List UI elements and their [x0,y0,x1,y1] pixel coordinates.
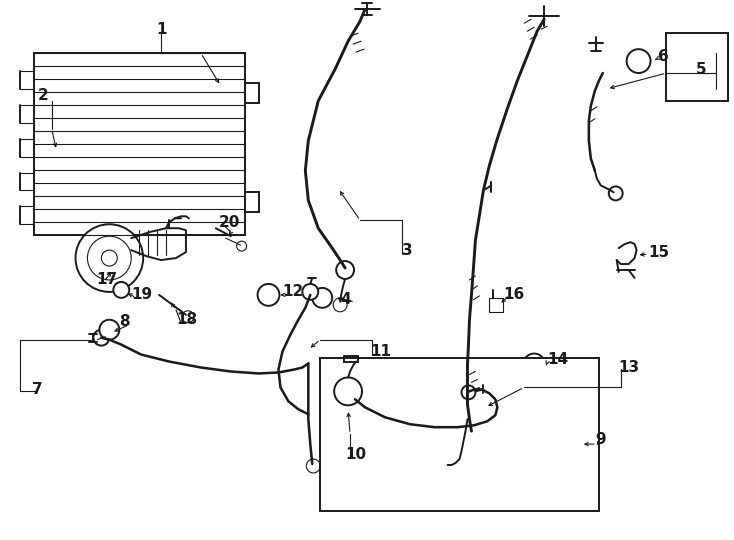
Circle shape [523,354,545,375]
Bar [34,53,244,235]
Text: 3: 3 [401,242,413,258]
Bar [320,357,599,511]
Text: 12: 12 [283,285,304,299]
Circle shape [336,261,354,279]
Text: 4: 4 [340,292,351,307]
Text: 17: 17 [96,273,117,287]
Text: 20: 20 [219,215,240,230]
Text: 13: 13 [619,360,640,375]
Text: 7: 7 [32,382,43,397]
Circle shape [608,186,622,200]
Circle shape [76,224,143,292]
Text: 5: 5 [697,62,707,77]
Text: 15: 15 [649,245,669,260]
Text: 16: 16 [504,287,525,302]
Text: 1: 1 [156,22,167,37]
Bar [490,298,504,312]
Circle shape [627,49,650,73]
Circle shape [87,236,131,280]
Text: 6: 6 [658,49,669,64]
Circle shape [258,284,280,306]
Text: 14: 14 [547,352,568,367]
Circle shape [93,330,109,346]
Circle shape [236,241,247,251]
Text: 18: 18 [176,312,197,327]
Text: 11: 11 [370,344,391,359]
Circle shape [334,377,362,406]
Circle shape [113,282,129,298]
Circle shape [333,298,347,312]
Bar [666,33,728,101]
Circle shape [101,250,117,266]
Circle shape [462,386,476,400]
Circle shape [99,320,120,340]
Text: 19: 19 [131,287,153,302]
Text: 10: 10 [345,447,366,462]
Text: 2: 2 [37,89,48,103]
Text: 9: 9 [595,431,606,447]
Circle shape [182,311,194,323]
Circle shape [302,284,319,300]
Circle shape [312,288,333,308]
Text: 8: 8 [120,314,130,329]
Circle shape [437,458,454,474]
Circle shape [306,459,320,473]
